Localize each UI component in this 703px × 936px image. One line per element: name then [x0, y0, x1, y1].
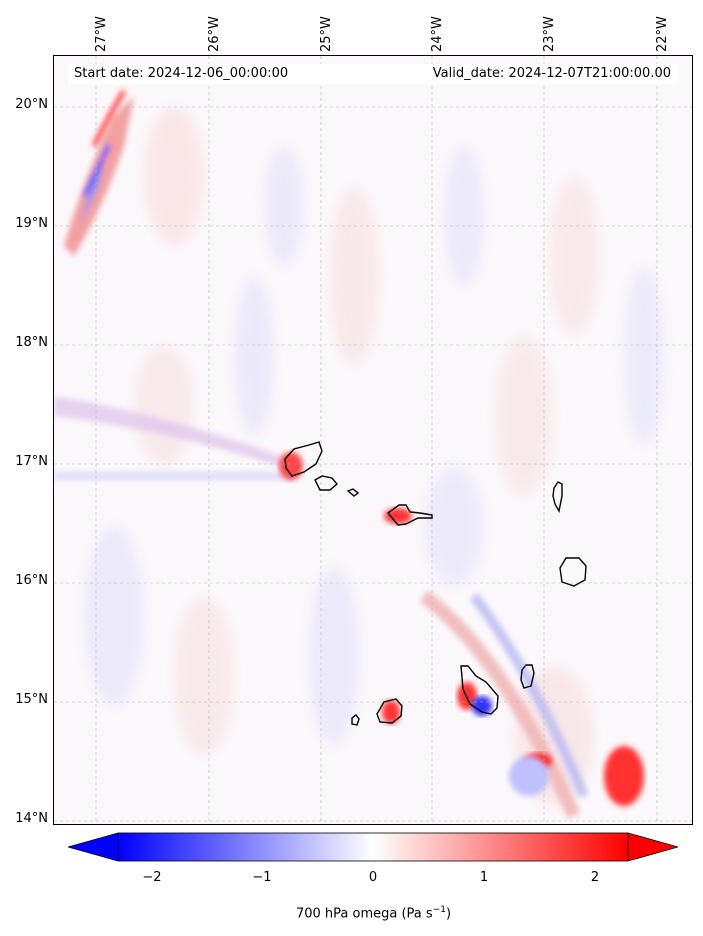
colorbar-extend-low [68, 832, 119, 862]
colorbar-extend-high [627, 832, 678, 862]
island-hotspots [279, 452, 644, 806]
omega-field-map [54, 56, 692, 824]
lat-label-16n: 16°N [15, 573, 48, 588]
lat-label-15n: 15°N [15, 692, 48, 707]
maio-island [520, 664, 535, 689]
start-date-label: Start date: 2024-12-06_00:00:00 [74, 66, 289, 81]
lon-label-24w: 24°W [430, 16, 445, 52]
santiago-island [460, 665, 499, 715]
santo-antao-island [284, 441, 323, 477]
lon-label-27w: 27°W [94, 16, 109, 52]
colorbar-label: 700 hPa omega (Pa s−1) [0, 905, 703, 921]
colorbar [68, 832, 678, 862]
sal-island [552, 481, 563, 513]
map-panel [53, 55, 693, 825]
coastlines [284, 441, 587, 726]
colorbar-body [117, 832, 629, 862]
lat-label-14n: 14°N [15, 811, 48, 826]
nw-corner-signal [64, 89, 134, 256]
gridlines [54, 56, 692, 824]
brava-island [351, 714, 360, 726]
boa-vista-island [559, 557, 587, 587]
colorbar-tick-2: 2 [590, 870, 600, 885]
colorbar-label-sup: −1 [432, 905, 446, 915]
lat-label-19n: 19°N [15, 216, 48, 231]
lat-label-17n: 17°N [15, 454, 48, 469]
lon-label-22w: 22°W [655, 16, 670, 52]
lon-label-23w: 23°W [542, 16, 557, 52]
lon-label-26w: 26°W [207, 16, 222, 52]
colorbar-tick-0: 0 [368, 870, 378, 885]
colorbar-label-main: 700 hPa omega (Pa s [295, 906, 433, 922]
colorbar-tick-minus2: −2 [142, 870, 162, 885]
valid-date-label: Valid_date: 2024-12-07T21:00:00.00 [432, 66, 671, 81]
sao-vicente-island [314, 475, 338, 491]
fogo-island [376, 698, 403, 724]
lat-label-18n: 18°N [15, 335, 48, 350]
sao-nicolau-island [386, 504, 433, 526]
colorbar-label-end: ) [445, 906, 452, 922]
header-strip [68, 64, 678, 84]
colorbar-tick-minus1: −1 [252, 870, 272, 885]
lat-label-20n: 20°N [15, 97, 48, 112]
colorbar-tick-1: 1 [479, 870, 489, 885]
santa-luzia-island [346, 488, 360, 497]
lon-label-25w: 25°W [319, 16, 334, 52]
